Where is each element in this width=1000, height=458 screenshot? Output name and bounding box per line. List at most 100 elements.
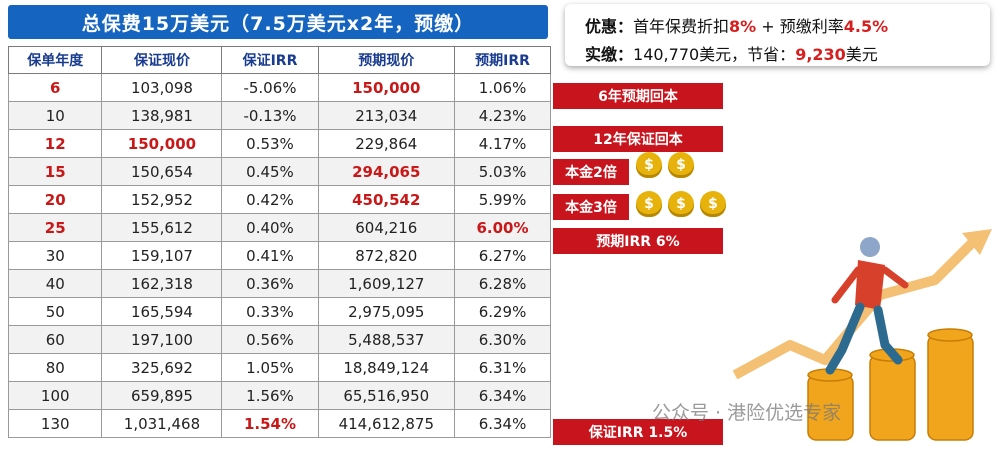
cell-projected-irr: 6.28%	[454, 269, 551, 298]
cell-guaranteed-irr: 0.40%	[221, 213, 319, 242]
cell-guaranteed-value: 150,000	[101, 129, 223, 158]
cell-projected-irr: 6.34%	[454, 409, 551, 438]
promo-saving-unit: 美元	[845, 45, 878, 64]
header-projected-value: 预期现价	[317, 46, 456, 74]
header-policy-year: 保单年度	[7, 46, 103, 74]
table-row: 15 150,654 0.45% 294,065 5.03%	[7, 157, 551, 186]
cell-guaranteed-irr: -5.06%	[221, 73, 319, 102]
cell-projected-irr: 6.31%	[454, 353, 551, 382]
cell-guaranteed-irr: 1.05%	[221, 353, 319, 382]
cell-projected-value: 1,609,127	[317, 269, 456, 298]
cell-year: 20	[7, 185, 103, 214]
promo-rate-value: 4.5%	[843, 17, 889, 36]
cell-year: 6	[7, 73, 103, 102]
promo-line-paid: 实缴：140,770美元，节省：9,230美元	[585, 41, 878, 65]
promo-discount-prefix: 优惠：	[585, 17, 634, 36]
cell-year: 60	[7, 325, 103, 354]
cell-projected-value: 18,849,124	[317, 353, 456, 382]
cell-guaranteed-irr: 1.56%	[221, 381, 319, 410]
money-bag-icon: $	[668, 191, 694, 217]
promo-box: 优惠：首年保费折扣8% + 预缴利率4.5% 实缴：140,770美元，节省：9…	[565, 4, 990, 66]
promo-discount-value: 8%	[729, 17, 757, 36]
cell-guaranteed-irr: 0.33%	[221, 297, 319, 326]
cell-projected-irr: 4.23%	[454, 101, 551, 130]
cell-year: 80	[7, 353, 103, 382]
tag-principal-2x: 本金2倍	[553, 159, 629, 185]
cell-projected-irr: 6.29%	[454, 297, 551, 326]
table-row: 12 150,000 0.53% 229,864 4.17%	[7, 129, 551, 158]
table-row: 80 325,692 1.05% 18,849,124 6.31%	[7, 353, 551, 382]
benefit-table: 保单年度 保证现价 保证IRR 预期现价 预期IRR 6 103,098 -5.…	[7, 46, 551, 438]
cell-guaranteed-value: 325,692	[101, 353, 223, 382]
cell-guaranteed-value: 103,098	[101, 73, 223, 102]
cell-year: 25	[7, 213, 103, 242]
cell-year: 100	[7, 381, 103, 410]
table-row: 100 659,895 1.56% 65,516,950 6.34%	[7, 381, 551, 410]
cell-guaranteed-irr: 0.36%	[221, 269, 319, 298]
cell-guaranteed-irr: 0.56%	[221, 325, 319, 354]
promo-discount-text: 首年保费折扣	[633, 17, 730, 36]
growth-illustration	[732, 229, 992, 441]
cell-guaranteed-value: 659,895	[101, 381, 223, 410]
money-bag-icon: $	[700, 191, 726, 217]
cell-guaranteed-value: 138,981	[101, 101, 223, 130]
promo-saving-value: 9,230	[795, 45, 846, 64]
cell-projected-irr: 5.03%	[454, 157, 551, 186]
cell-projected-value: 450,542	[317, 185, 456, 214]
tag-6yr-projected-payback: 6年预期回本	[553, 83, 723, 109]
promo-paid-prefix: 实缴：	[585, 45, 634, 64]
cell-projected-value: 2,975,095	[317, 297, 456, 326]
promo-line-discount: 优惠：首年保费折扣8% + 预缴利率4.5%	[585, 13, 888, 37]
cell-projected-irr: 1.06%	[454, 73, 551, 102]
cell-guaranteed-irr: 1.54%	[221, 409, 319, 438]
header-projected-irr: 预期IRR	[454, 46, 551, 74]
cell-guaranteed-value: 152,952	[101, 185, 223, 214]
table-row: 30 159,107 0.41% 872,820 6.27%	[7, 241, 551, 270]
cell-projected-irr: 6.34%	[454, 381, 551, 410]
cell-year: 30	[7, 241, 103, 270]
cell-projected-irr: 5.99%	[454, 185, 551, 214]
cell-year: 50	[7, 297, 103, 326]
cell-projected-value: 150,000	[317, 73, 456, 102]
cell-year: 10	[7, 101, 103, 130]
page-title: 总保费15万美元（7.5万美元x2年，预缴）	[8, 5, 548, 39]
table-row: 25 155,612 0.40% 604,216 6.00%	[7, 213, 551, 242]
table-row: 130 1,031,468 1.54% 414,612,875 6.34%	[7, 409, 551, 438]
tag-guaranteed-irr-1-5: 保证IRR 1.5%	[553, 419, 723, 445]
money-bag-icon: $	[636, 152, 662, 178]
cell-year: 15	[7, 157, 103, 186]
table-row: 10 138,981 -0.13% 213,034 4.23%	[7, 101, 551, 130]
cell-projected-value: 229,864	[317, 129, 456, 158]
cell-year: 40	[7, 269, 103, 298]
cell-guaranteed-value: 1,031,468	[101, 409, 223, 438]
cell-projected-value: 65,516,950	[317, 381, 456, 410]
cell-projected-irr: 4.17%	[454, 129, 551, 158]
header-guaranteed-irr: 保证IRR	[221, 46, 319, 74]
tag-12yr-guaranteed-payback: 12年保证回本	[553, 126, 723, 152]
cell-guaranteed-irr: 0.41%	[221, 241, 319, 270]
promo-rate-text: + 预缴利率	[756, 17, 844, 36]
table-header-row: 保单年度 保证现价 保证IRR 预期现价 预期IRR	[7, 46, 551, 74]
cell-guaranteed-value: 159,107	[101, 241, 223, 270]
cell-guaranteed-value: 165,594	[101, 297, 223, 326]
cell-guaranteed-irr: 0.53%	[221, 129, 319, 158]
cell-projected-value: 294,065	[317, 157, 456, 186]
watermark-text: 公众号 · 港险优选专家	[652, 402, 842, 424]
promo-paid-text: 140,770美元，节省：	[633, 45, 796, 64]
table-row: 50 165,594 0.33% 2,975,095 6.29%	[7, 297, 551, 326]
money-bags-2x: $ $	[636, 152, 694, 178]
money-bag-icon: $	[636, 191, 662, 217]
cell-projected-value: 213,034	[317, 101, 456, 130]
money-bag-icon: $	[668, 152, 694, 178]
cell-projected-value: 414,612,875	[317, 409, 456, 438]
cell-projected-value: 872,820	[317, 241, 456, 270]
arrow-head-icon	[962, 229, 992, 255]
cell-guaranteed-value: 155,612	[101, 213, 223, 242]
cell-year: 130	[7, 409, 103, 438]
cell-guaranteed-value: 150,654	[101, 157, 223, 186]
header-guaranteed-value: 保证现价	[101, 46, 223, 74]
cell-projected-value: 604,216	[317, 213, 456, 242]
cell-projected-value: 5,488,537	[317, 325, 456, 354]
table-row: 60 197,100 0.56% 5,488,537 6.30%	[7, 325, 551, 354]
runner-figure-icon	[825, 237, 909, 375]
